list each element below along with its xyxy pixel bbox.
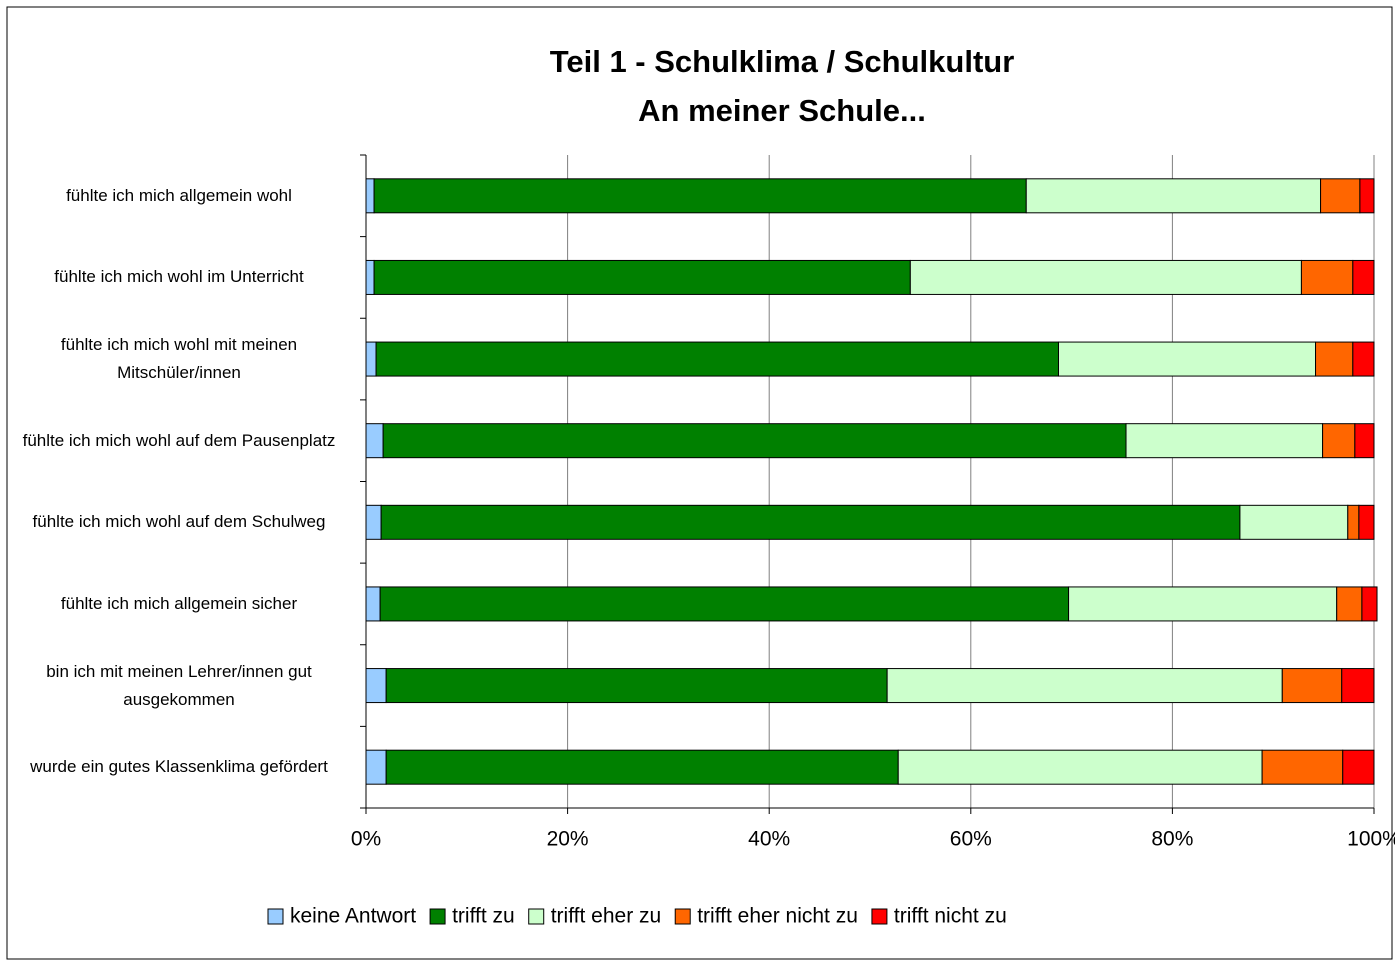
plot-area [366,155,1374,808]
legend-swatch [871,908,888,925]
legend-swatch [429,908,446,925]
bar-segment [1336,586,1363,622]
x-tick-label: 20% [547,828,589,851]
legend-label: trifft zu [452,905,515,928]
bar-segment [365,178,375,214]
chart-subtitle: An meiner Schule... [638,93,926,128]
bar-segment [1354,423,1375,459]
bar-segment [365,423,384,459]
x-tick-label: 40% [748,828,790,851]
bar-segment [1281,668,1343,704]
bar-segment [1261,749,1344,785]
bar-segment [886,668,1283,704]
y-tick-label: fühlte ich mich wohl im Unterricht [54,267,304,287]
chart-title: Teil 1 - Schulklima / Schulkultur [550,44,1015,79]
bar-segment [1320,178,1361,214]
bar-segment [1341,668,1375,704]
x-tick-label: 0% [351,828,381,851]
y-tick-label: fühlte ich mich wohl auf dem Schulweg [32,512,326,532]
bar-segment [385,749,899,785]
y-tick-label: fühlte ich mich allgemein sicher [60,593,298,613]
legend-label: trifft eher nicht zu [697,905,858,928]
bar-segment [1347,504,1360,540]
bar-segment [1359,178,1375,214]
bar-segment [379,586,1070,622]
legend-label: trifft nicht zu [894,905,1007,928]
x-tick-label: 80% [1151,828,1193,851]
bar-segment [1125,423,1324,459]
y-tick-label: fühlte ich mich wohl mit meinen Mitschül… [60,335,298,383]
legend-swatch [528,908,545,925]
bar-segment [365,504,382,540]
y-tick-label: fühlte ich mich wohl auf dem Pausenplatz [22,430,336,450]
x-tick-label: 60% [950,828,992,851]
bar-segment [373,178,1027,214]
x-tick-label: 100% [1347,828,1395,851]
bar-segment [1300,259,1354,295]
bar-segment [365,668,387,704]
bar-segment [1025,178,1322,214]
bar-segment [1352,341,1375,377]
y-tick-label: fühlte ich mich allgemein wohl [66,185,292,205]
bar-segment [1342,749,1375,785]
legend-label: keine Antwort [290,905,416,928]
bar-segment [382,423,1127,459]
bar-segment [380,504,1241,540]
bar-segment [373,259,911,295]
bar-segment [1352,259,1375,295]
bar-segment [1068,586,1338,622]
legend-swatch [267,908,284,925]
bar-segment [385,668,888,704]
bar-segment [365,749,387,785]
y-tick-label: wurde ein gutes Klassenklima gefördert [30,757,328,777]
bar-segment [1239,504,1349,540]
bar-segment [1057,341,1317,377]
bar-segment [365,259,375,295]
legend-swatch [674,908,691,925]
bar-segment [365,586,381,622]
bar-segment [1361,586,1378,622]
bar-segment [1358,504,1375,540]
bar-segment [897,749,1263,785]
bar-segment [1322,423,1356,459]
bar-segment [375,341,1059,377]
bar-segment [1315,341,1354,377]
legend-label: trifft eher zu [551,905,662,928]
bar-segment [365,341,377,377]
y-tick-label: bin ich mit meinen Lehrer/innen gut ausg… [46,661,312,709]
bar-segment [909,259,1302,295]
